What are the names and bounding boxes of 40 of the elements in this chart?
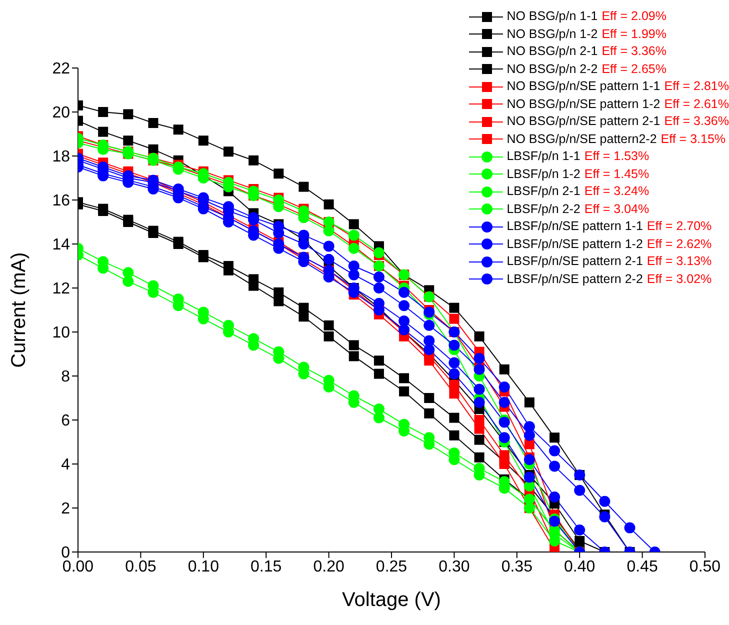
x-tick-label: 0.30 [438, 558, 470, 576]
legend-label: NO BSG/p/n 1-2 Eff = 1.99% [506, 26, 666, 43]
y-tick-label: 22 [52, 60, 70, 78]
y-tick-label: 20 [52, 104, 70, 122]
x-tick-label: 0.25 [376, 558, 408, 576]
y-tick-label: 2 [61, 500, 70, 518]
x-tick-label: 0.10 [188, 558, 220, 576]
legend-label: LBSF/p/n 1-2 Eff = 1.45% [506, 166, 650, 183]
legend-label: LBSF/p/n/SE pattern 1-1 Eff = 2.70% [506, 218, 712, 235]
legend-label: NO BSG/p/n/SE pattern2-2 Eff = 3.15% [506, 130, 726, 148]
legend-label: LBSF/p/n 2-1 Eff = 3.24% [506, 183, 650, 200]
x-tick-label: 0.50 [689, 558, 721, 576]
x-tick-label: 0.15 [250, 558, 282, 576]
y-tick-label: 6 [61, 412, 70, 430]
legend-label: LBSF/p/n 2-2 Eff = 3.04% [506, 200, 650, 218]
y-tick-label: 4 [61, 456, 70, 474]
y-tick-label: 16 [52, 192, 70, 210]
y-tick-label: 8 [61, 368, 70, 386]
y-tick-label: 10 [52, 324, 70, 342]
legend-label: NO BSG/p/n/SE pattern 1-2 Eff = 2.61% [506, 96, 729, 113]
legend-label: NO BSG/p/n 2-2 Eff = 2.65% [506, 60, 666, 78]
legend-label: LBSF/p/n/SE pattern 1-2 Eff = 2.62% [506, 236, 712, 253]
y-tick-label: 18 [52, 148, 70, 166]
x-tick-label: 0.45 [626, 558, 658, 576]
legend-label: LBSF/p/n/SE pattern 2-1 Eff = 3.13% [506, 253, 712, 270]
x-tick-label: 0.20 [313, 558, 344, 576]
y-axis-title: Current (mA) [8, 252, 30, 368]
x-tick-label: 0.35 [501, 558, 533, 576]
x-axis-title: Voltage (V) [342, 589, 441, 611]
x-tick-label: 0.40 [564, 558, 596, 576]
legend-label: LBSF/p/n 1-1 Eff = 1.53% [506, 148, 650, 165]
x-tick-label: 0.00 [62, 558, 94, 576]
y-tick-label: 14 [52, 236, 70, 254]
legend-label: LBSF/p/n/SE pattern 2-2 Eff = 3.02% [506, 270, 712, 288]
legend-label: NO BSG/p/n 1-1 Eff = 2.09% [506, 8, 666, 25]
legend-label: NO BSG/p/n/SE pattern 2-1 Eff = 3.36% [506, 113, 729, 130]
y-tick-label: 12 [52, 280, 70, 298]
legend-label: NO BSG/p/n/SE pattern 1-1 Eff = 2.81% [506, 78, 729, 95]
x-tick-label: 0.05 [125, 558, 156, 576]
legend-label: NO BSG/p/n 2-1 Eff = 3.36% [506, 43, 666, 60]
